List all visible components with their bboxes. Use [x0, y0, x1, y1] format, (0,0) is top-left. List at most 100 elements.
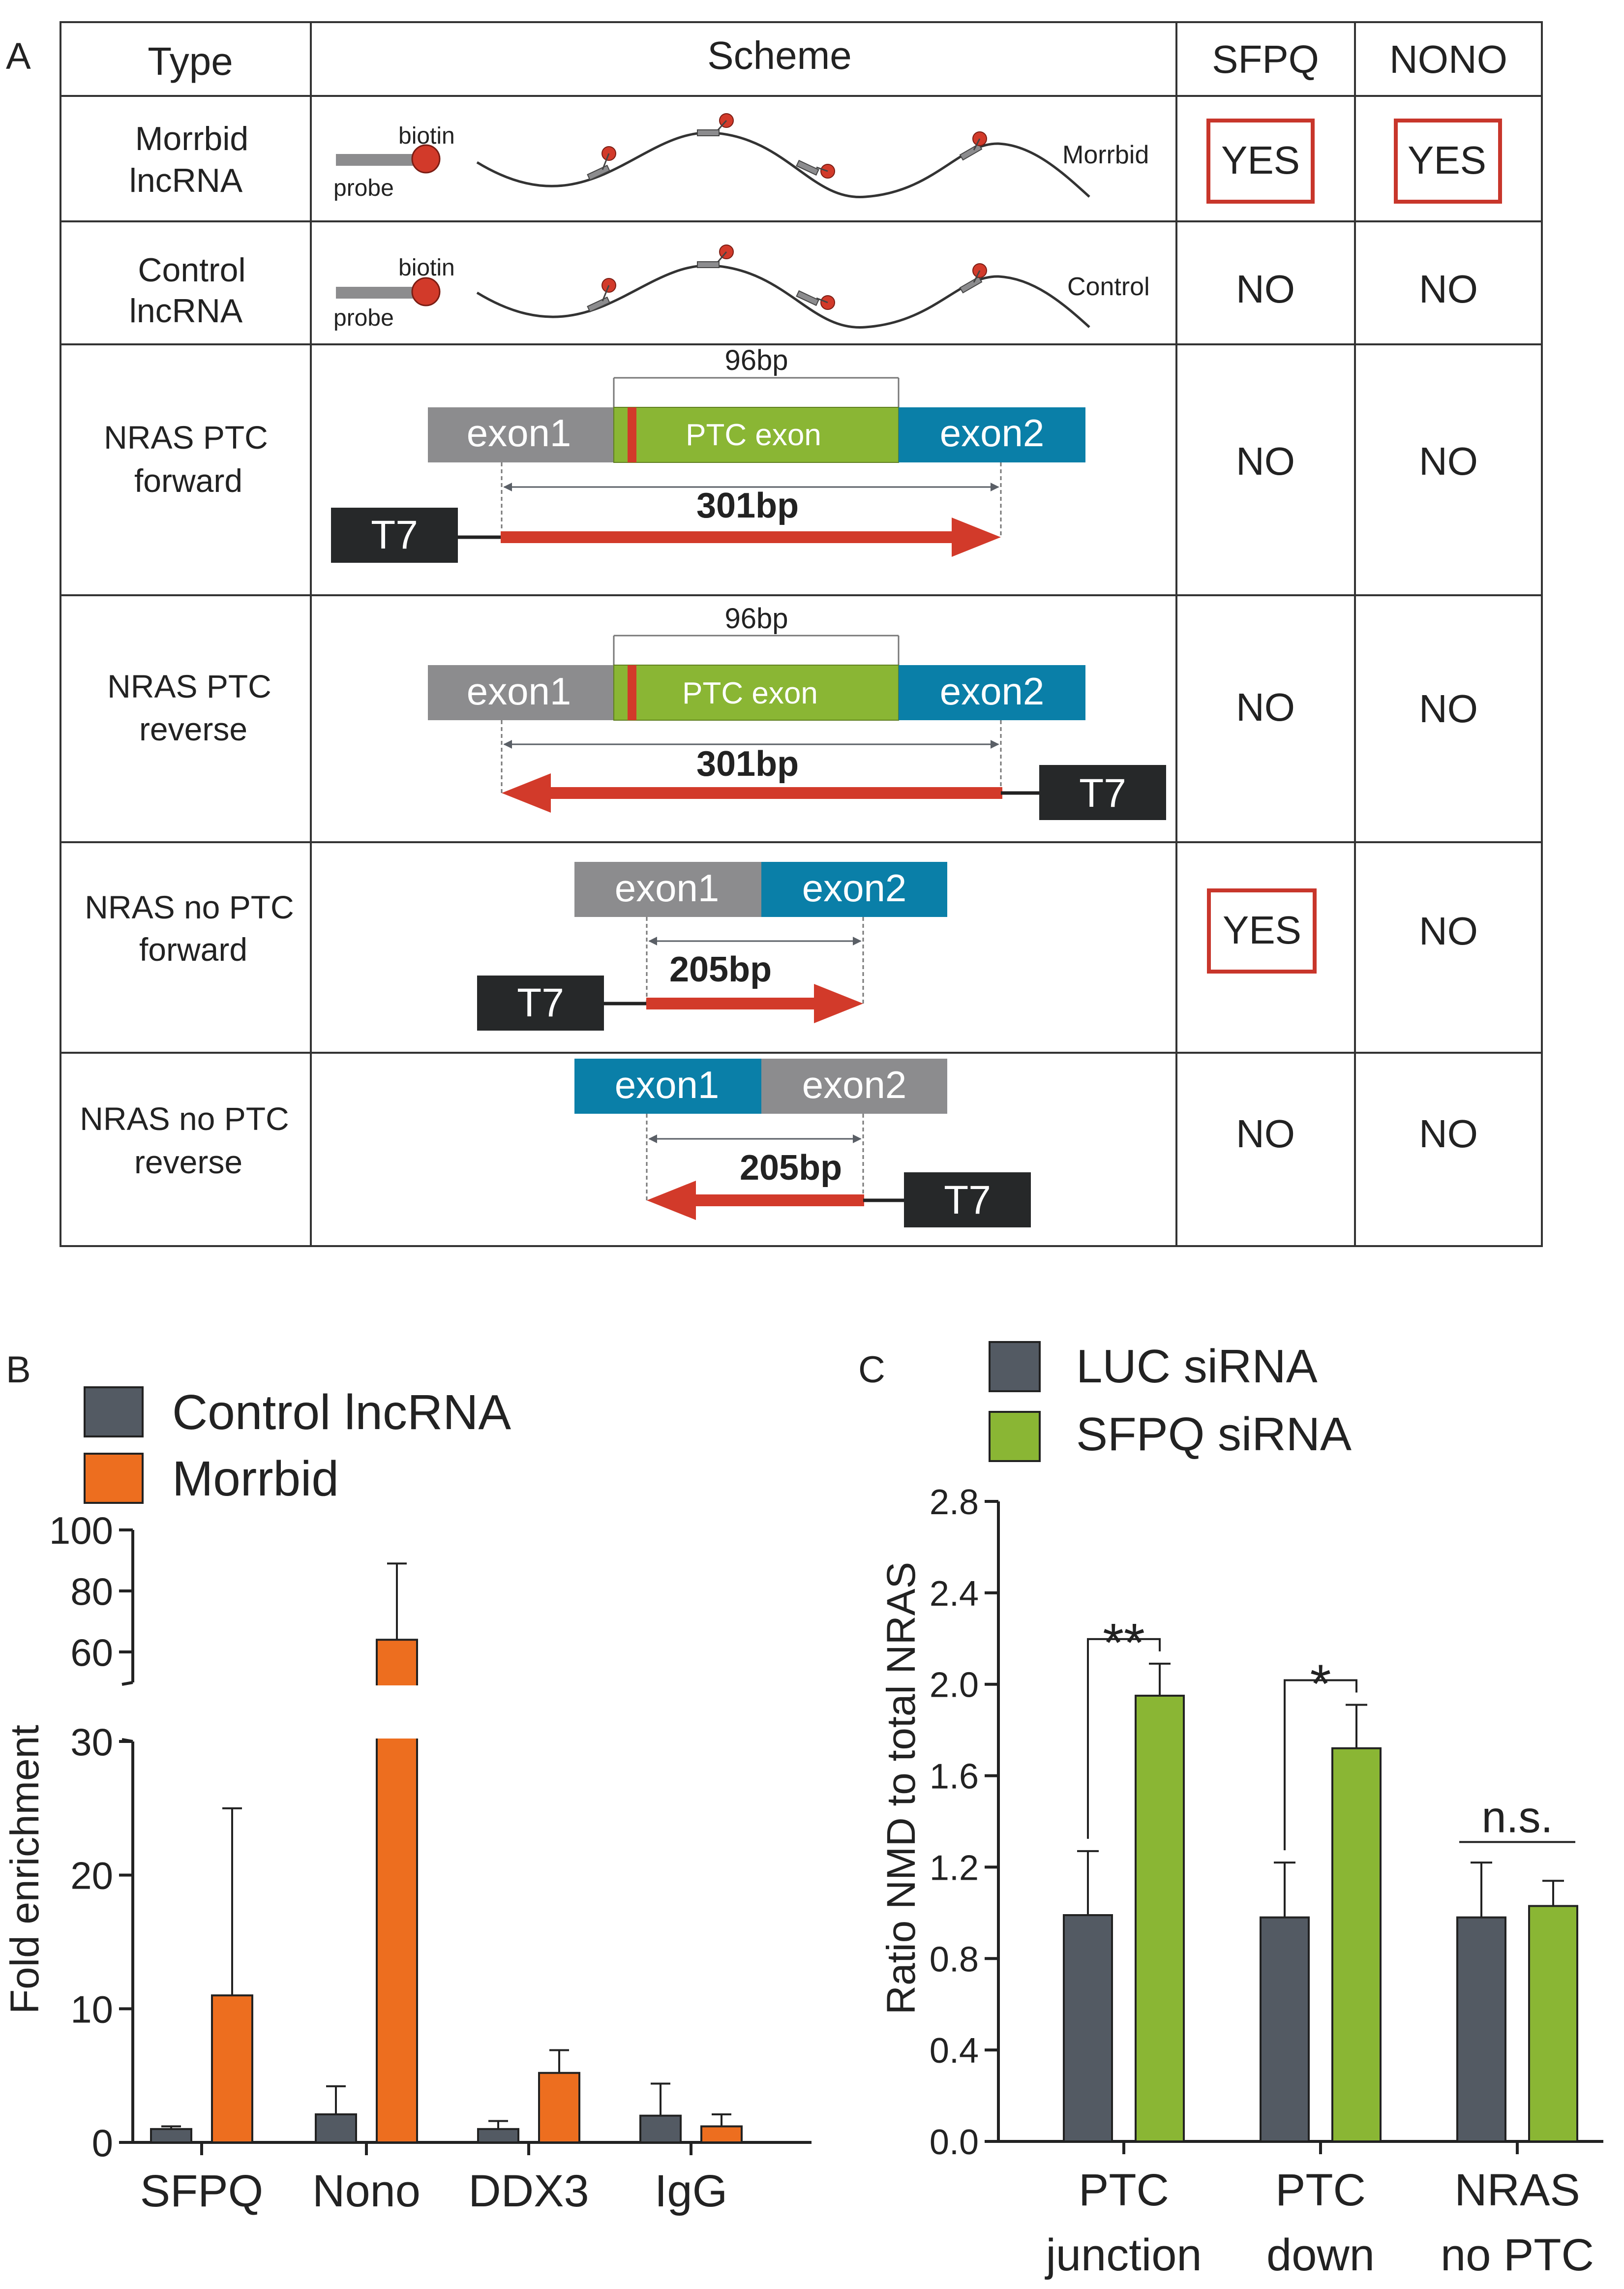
sfpq-result: NO — [1236, 439, 1295, 483]
construct: 96bp exon1 PTC exon exon2 301bp T7 — [331, 344, 1085, 563]
rna-label: Morrbid — [1062, 141, 1149, 169]
table-row-nras-no-ptc-forward: NRAS no PTC forward exon1 exon2 205bp T7… — [85, 862, 1478, 1031]
amplicon-length: 301bp — [696, 744, 799, 784]
row-type-line1: NRAS PTC — [104, 419, 268, 456]
x-tick-label: IgG — [655, 2166, 727, 2216]
row-type-line2: forward — [134, 462, 242, 499]
y-tick-label: 60 — [70, 1631, 113, 1674]
ptc-marker — [628, 407, 636, 462]
x-tick-label: NRAS — [1454, 2165, 1580, 2215]
x-tick-label: SFPQ — [140, 2166, 263, 2216]
row-type-line2: reverse — [134, 1144, 242, 1180]
nono-result: NO — [1419, 1112, 1478, 1156]
row-type-line2: reverse — [139, 711, 247, 747]
bar — [1135, 1694, 1185, 2143]
bound-probes — [587, 261, 983, 313]
rna-label: Control — [1067, 273, 1150, 301]
amplicon-arrow-head — [814, 984, 863, 1023]
x-tick-label: down — [1266, 2230, 1375, 2280]
y-axis-label-b: Fold enrichment — [2, 1725, 47, 2014]
biotin-bead — [411, 277, 441, 306]
bar — [1063, 1914, 1113, 2143]
nono-result: YES — [1408, 138, 1486, 182]
amplicon-arrow-shaft — [501, 531, 958, 543]
axis-break-mark — [121, 1681, 133, 1686]
chart-c: 0.0 0.4 0.8 1.2 1.6 2.0 2.4 2.8 PTC junction ** PTC… — [930, 1483, 1603, 2280]
nono-result: NO — [1419, 267, 1478, 311]
amplicon-length: 205bp — [740, 1148, 842, 1188]
table-row-control: Control lncRNA biotin probe — [129, 244, 1478, 331]
probe-bar — [336, 154, 420, 166]
t7-label: T7 — [1079, 771, 1126, 816]
biotin-label: biotin — [398, 255, 455, 281]
construct: exon1 exon2 205bp T7 — [477, 862, 947, 1031]
exon2-label: exon2 — [940, 411, 1045, 455]
exon1-label: exon1 — [467, 670, 571, 713]
amplicon-length: 301bp — [696, 486, 799, 525]
x-tick-label: PTC — [1275, 2165, 1366, 2215]
exon1-block — [428, 407, 614, 462]
t7-box — [1039, 765, 1166, 820]
bar — [538, 2072, 580, 2144]
nono-result: NO — [1419, 687, 1478, 731]
amplicon-arrow-head — [647, 1181, 696, 1220]
probe-scheme: biotin probe — [333, 244, 1150, 331]
y-tick-label: 2.0 — [930, 1666, 979, 1705]
legend-swatch-morrbid — [84, 1453, 144, 1504]
y-tick-label: 0 — [92, 2121, 113, 2165]
y-tick-label: 20 — [70, 1854, 113, 1897]
t7-label: T7 — [371, 513, 418, 557]
exon2-block — [899, 407, 1085, 462]
row-type-line1: Control — [138, 251, 245, 289]
amplicon-length: 205bp — [669, 950, 772, 989]
y-tick-label: 30 — [70, 1720, 113, 1764]
sfpq-yes-box — [1206, 119, 1315, 204]
sfpq-yes-box — [1207, 888, 1317, 974]
t7-box — [904, 1172, 1031, 1227]
t7-label: T7 — [944, 1178, 991, 1222]
exon1-label: exon1 — [615, 866, 720, 910]
rna-curve — [476, 264, 1090, 329]
legend-label-control: Control lncRNA — [172, 1385, 511, 1440]
sfpq-result: YES — [1223, 908, 1301, 952]
ptc-marker — [628, 665, 636, 720]
sfpq-result: YES — [1221, 138, 1300, 182]
legend-label-sfpq: SFPQ siRNA — [1076, 1408, 1352, 1461]
bar — [1528, 1905, 1578, 2143]
exon1-block — [574, 1059, 761, 1114]
y-axis-label-c: Ratio NMD to total NRAS — [879, 1562, 924, 2015]
t7-label: T7 — [517, 980, 564, 1025]
rna-curve — [476, 131, 1090, 199]
significance-bracket — [1087, 1638, 1161, 1839]
row-type-line1: NRAS PTC — [107, 668, 271, 704]
y-tick-label: 100 — [49, 1509, 113, 1552]
y-tick-label: 2.8 — [930, 1483, 979, 1522]
row-type-line2: forward — [139, 931, 247, 968]
ptc-exon-block — [613, 665, 899, 721]
ptc-exon-length: 96bp — [724, 344, 788, 376]
table-row-morrbid: Morrbid lncRNA biotin probe — [129, 113, 1502, 204]
panel-b: B Control lncRNA Morrbid Fold enrichment… — [2, 1349, 812, 2216]
axis-break-gap — [375, 1685, 419, 1739]
exon2-label: exon2 — [940, 670, 1045, 713]
legend-swatch-luc — [989, 1341, 1041, 1392]
exon2-block — [761, 1059, 947, 1114]
t7-box — [477, 976, 604, 1031]
table-grid — [60, 21, 1543, 1247]
nono-result: NO — [1419, 439, 1478, 483]
table-row-nras-ptc-forward: NRAS PTC forward 96bp exon1 PTC exon exo… — [104, 344, 1478, 563]
legend-label-morrbid: Morrbid — [172, 1451, 339, 1506]
probe-label: probe — [333, 175, 394, 201]
exon1-block — [574, 862, 761, 917]
ptc-exon-label: PTC exon — [686, 418, 821, 452]
y-tick-label: 1.2 — [930, 1848, 979, 1888]
row-type-line1: NRAS no PTC — [80, 1100, 289, 1137]
bound-probes — [587, 129, 983, 181]
chart-b: 0 10 20 30 60 80 100 SFPQ Nono DDX3 IgG — [49, 1509, 812, 2216]
legend-b: Control lncRNA Morrbid — [84, 1385, 511, 1506]
panel-label-c: C — [858, 1349, 885, 1391]
row-type-line2: lncRNA — [129, 162, 243, 199]
bar — [1331, 1747, 1382, 2142]
significance-label: * — [1310, 1654, 1331, 1714]
exon1-block — [428, 665, 614, 720]
